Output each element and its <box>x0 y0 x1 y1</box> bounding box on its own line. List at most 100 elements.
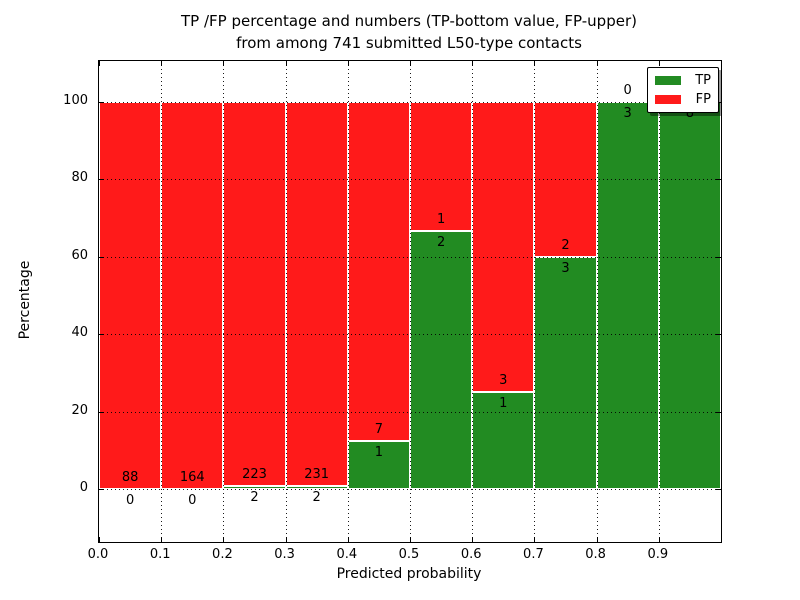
x-tickmark-bottom <box>534 537 536 542</box>
fp-count-label: 164 <box>179 470 205 485</box>
tp-count-label: 3 <box>623 106 632 121</box>
y-tick-label: 40 <box>71 325 88 341</box>
vertical-gridline <box>285 61 287 542</box>
tp-count-label: 2 <box>436 234 446 250</box>
horizontal-gridline <box>99 489 721 490</box>
x-tick-label: 0.2 <box>212 547 233 562</box>
tp-count-label: 8 <box>685 106 695 121</box>
vertical-gridline <box>347 61 349 542</box>
x-axis-label: Predicted probability <box>336 566 482 582</box>
y-tickmark-left <box>99 411 104 413</box>
x-tickmark-top <box>534 61 536 66</box>
x-tick-label: 0.3 <box>274 547 295 562</box>
y-tickmark-right <box>716 411 721 413</box>
bar-segment-fp <box>99 102 162 489</box>
y-tick-label: 60 <box>71 247 88 263</box>
fp-count-label: 3 <box>499 373 508 389</box>
fp-count-label: 7 <box>374 421 384 437</box>
horizontal-gridline <box>99 256 721 258</box>
bar-segment-fp <box>223 102 286 486</box>
tp-count-label: 0 <box>125 493 135 508</box>
tp-count-label: 1 <box>374 444 384 460</box>
grid-layer <box>99 61 721 542</box>
bar-segment-tp <box>534 256 597 489</box>
vertical-gridline <box>410 61 411 542</box>
x-tickmark-top <box>347 61 349 66</box>
x-tick-label: 0.0 <box>87 547 109 562</box>
bars-layer <box>99 61 721 542</box>
tp-count-label: 2 <box>250 489 259 505</box>
x-tick-label: 0.4 <box>336 547 358 562</box>
tp-count-label: 2 <box>312 489 321 505</box>
x-tickmark-top <box>472 61 474 66</box>
tp-count-label: 1 <box>499 396 508 412</box>
x-tickmark-top <box>99 61 100 66</box>
x-tick-label: 0.9 <box>647 547 669 562</box>
y-tickmark-right <box>716 179 721 181</box>
y-tickmark-right <box>716 334 721 336</box>
y-tickmark-left <box>99 489 104 490</box>
fp-count-label: 88 <box>121 470 139 485</box>
bar-segment-fp <box>285 102 348 486</box>
bar-segment-tp <box>472 392 535 489</box>
y-tickmark-left <box>99 256 104 258</box>
y-tick-label: 0 <box>79 480 88 495</box>
y-tick-label: 20 <box>71 402 88 418</box>
horizontal-gridline <box>99 411 721 413</box>
x-tick-label: 0.8 <box>585 547 606 562</box>
x-tickmark-bottom <box>285 537 287 542</box>
y-tickmark-right <box>716 489 721 490</box>
legend: TP FP <box>647 67 719 113</box>
y-tickmark-left <box>99 179 104 181</box>
y-tick-label: 100 <box>63 93 88 108</box>
x-tick-label: 0.7 <box>523 547 544 562</box>
legend-tp-label: TP <box>695 72 711 88</box>
horizontal-gridline <box>99 179 721 181</box>
x-tickmark-bottom <box>410 537 411 542</box>
fp-count-label: 231 <box>304 466 330 482</box>
x-tickmark-bottom <box>161 537 163 542</box>
vertical-gridline <box>161 61 163 542</box>
bar-segment-tp <box>658 102 721 489</box>
x-tick-label: 0.6 <box>460 547 482 562</box>
x-tickmark-bottom <box>658 537 660 542</box>
vertical-gridline <box>223 61 225 542</box>
fp-count-label: 2 <box>561 237 570 253</box>
bar-segment-fp <box>347 102 410 441</box>
tp-count-label: 0 <box>188 493 197 508</box>
chart-title-line1: TP /FP percentage and numbers (TP-bottom… <box>181 12 637 30</box>
horizontal-gridline <box>99 334 721 336</box>
y-tickmark-left <box>99 102 104 103</box>
legend-fp-patch <box>655 95 681 104</box>
bar-segment-fp <box>161 102 224 489</box>
fp-count-label: 223 <box>242 466 267 482</box>
legend-tp-patch <box>655 76 681 85</box>
tickmark-layer <box>99 61 721 542</box>
tp-count-label: 3 <box>561 260 570 276</box>
vertical-gridline <box>658 61 660 542</box>
x-tickmark-bottom <box>223 537 225 542</box>
x-tickmark-bottom <box>99 537 100 542</box>
vertical-gridline <box>596 61 598 542</box>
fp-count-label: 1 <box>436 211 446 227</box>
y-tickmark-right <box>716 256 721 258</box>
x-tickmark-top <box>410 61 411 66</box>
x-tick-label: 0.5 <box>398 547 420 562</box>
fp-count-label: 0 <box>623 83 632 98</box>
horizontal-gridline <box>99 102 721 103</box>
x-tickmark-bottom <box>596 537 598 542</box>
legend-fp-label: FP <box>695 91 711 107</box>
x-tickmark-top <box>285 61 287 66</box>
legend-row: FP <box>655 91 711 107</box>
vertical-gridline <box>472 61 474 542</box>
legend-row: TP <box>655 72 711 88</box>
chart-title-line2: from among 741 submitted L50-type contac… <box>236 34 582 52</box>
vertical-gridline <box>534 61 536 542</box>
x-tickmark-bottom <box>347 537 349 542</box>
count-labels-layer: 880164022322312711231230308 <box>99 61 721 542</box>
x-tickmark-top <box>223 61 225 66</box>
y-tickmark-left <box>99 334 104 336</box>
x-tickmark-bottom <box>472 537 474 542</box>
x-tickmark-top <box>658 61 660 66</box>
